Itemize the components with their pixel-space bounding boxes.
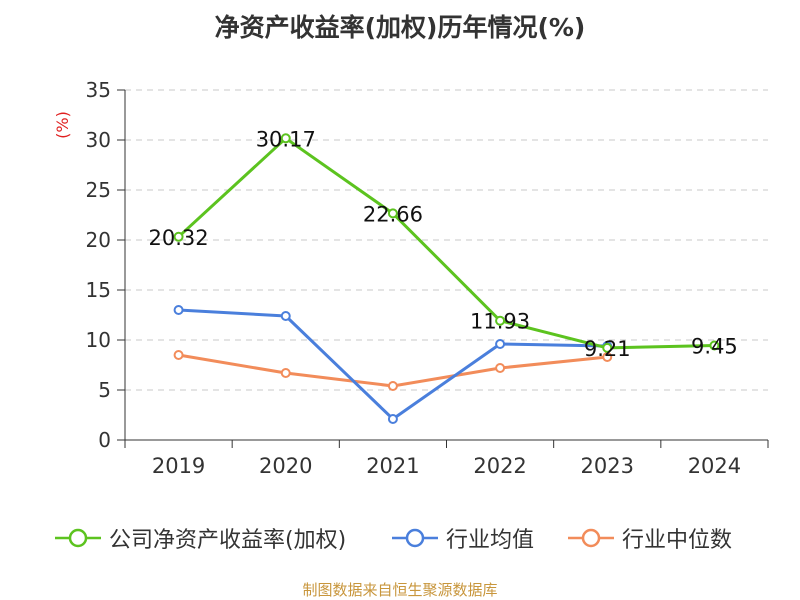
- data-point-2: [280, 368, 291, 378]
- data-point-0: [280, 133, 291, 144]
- x-tick-label: 2022: [473, 454, 526, 478]
- chart-legend: 公司净资产收益率(加权) 行业均值 行业中位数: [0, 520, 800, 556]
- data-point-0: [173, 231, 184, 242]
- data-point-2: [602, 352, 613, 362]
- y-tick-label: 35: [86, 78, 111, 102]
- data-label: 30.17: [256, 127, 316, 151]
- data-point-0: [709, 340, 720, 351]
- data-point-2: [387, 381, 398, 391]
- data-point-0: [387, 208, 398, 219]
- data-point-2: [495, 363, 506, 373]
- legend-label-industry-avg: 行业均值: [446, 528, 535, 553]
- legend-marker-industry-median: [568, 528, 614, 548]
- data-label: 11.93: [470, 310, 530, 334]
- legend-item-industry-median[interactable]: 行业中位数: [568, 520, 732, 556]
- data-source-note: 制图数据来自恒生聚源数据库: [302, 581, 498, 599]
- legend-circle-company: [68, 528, 88, 548]
- legend-label-company: 公司净资产收益率(加权): [109, 528, 347, 553]
- chart-title: 净资产收益率(加权)历年情况(%): [214, 13, 586, 42]
- data-point-0: [495, 315, 506, 326]
- data-label: 20.32: [149, 226, 209, 250]
- legend-label-industry-median: 行业中位数: [622, 528, 733, 553]
- x-tick-label: 2023: [581, 454, 634, 478]
- x-tick-label: 2019: [152, 454, 205, 478]
- data-label: 9.21: [584, 337, 631, 361]
- data-label: 22.66: [363, 202, 423, 226]
- data-point-1: [280, 311, 291, 321]
- y-tick-label: 0: [98, 428, 111, 452]
- y-tick-label: 30: [86, 128, 111, 152]
- data-point-1: [387, 414, 398, 424]
- data-label: 9.45: [691, 335, 738, 359]
- legend-item-company[interactable]: 公司净资产收益率(加权): [55, 520, 346, 556]
- y-tick-label: 10: [86, 328, 111, 352]
- y-axis-unit-label: (%): [53, 111, 72, 139]
- data-point-1: [173, 305, 184, 315]
- y-tick-label: 5: [98, 378, 111, 402]
- legend-circle-industry-median: [581, 528, 601, 548]
- series-line-0: [177, 136, 715, 350]
- x-tick-label: 2021: [366, 454, 419, 478]
- legend-marker-industry-avg: [392, 528, 438, 548]
- legend-item-industry-avg[interactable]: 行业均值: [392, 520, 534, 556]
- x-tick-label: 2020: [259, 454, 312, 478]
- data-point-0: [602, 342, 613, 353]
- y-tick-label: 15: [86, 278, 111, 302]
- legend-circle-industry-avg: [405, 528, 425, 548]
- y-tick-label: 25: [86, 178, 111, 202]
- y-tick-label: 20: [86, 228, 111, 252]
- legend-marker-company: [55, 528, 101, 548]
- data-point-1: [495, 339, 506, 349]
- data-point-2: [173, 350, 184, 360]
- x-tick-label: 2024: [688, 454, 741, 478]
